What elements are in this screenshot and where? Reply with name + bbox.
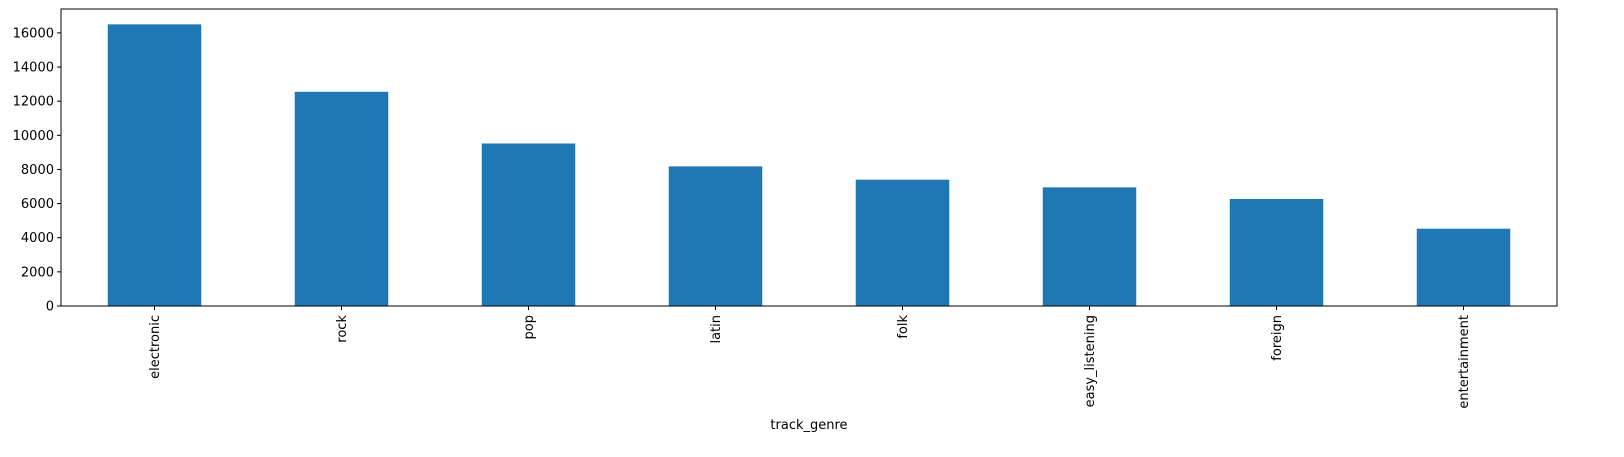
x-tick-label-folk: folk xyxy=(896,315,911,339)
bar-rock xyxy=(294,91,389,306)
y-tick-label: 6000 xyxy=(21,197,54,212)
y-tick-label: 12000 xyxy=(13,95,54,110)
x-tick-label-latin: latin xyxy=(709,315,724,344)
bar-latin xyxy=(668,166,763,306)
y-tick-label: 0 xyxy=(46,300,54,315)
bar-electronic xyxy=(107,24,202,307)
x-tick-label-entertainment: entertainment xyxy=(1457,315,1472,409)
bars-group xyxy=(107,24,1511,307)
y-axis: 0 2000 4000 6000 8000 10000 12000 14000 16000 xyxy=(13,26,61,315)
x-tick-label-electronic: electronic xyxy=(148,315,163,379)
plot-area xyxy=(61,9,1557,306)
y-tick-label: 8000 xyxy=(21,163,54,178)
y-tick-label: 4000 xyxy=(21,231,54,246)
x-axis-label: track_genre xyxy=(770,418,847,433)
bar-pop xyxy=(481,143,576,306)
y-tick-label: 10000 xyxy=(13,129,54,144)
y-tick-label: 2000 xyxy=(21,265,54,280)
bar-easy_listening xyxy=(1042,187,1137,306)
bar-foreign xyxy=(1229,198,1324,306)
y-tick-label: 16000 xyxy=(13,26,54,41)
x-axis: electronic rock pop latin folk easy_listening… xyxy=(148,306,1472,409)
bar-entertainment xyxy=(1416,228,1511,306)
y-tick-label: 14000 xyxy=(13,61,54,76)
bar-folk xyxy=(855,179,950,306)
x-tick-label-rock: rock xyxy=(335,315,350,343)
plot-frame xyxy=(60,8,1558,307)
x-tick-label-foreign: foreign xyxy=(1270,315,1285,361)
x-tick-label-easy_listening: easy_listening xyxy=(1083,315,1098,407)
x-tick-label-pop: pop xyxy=(522,315,537,339)
